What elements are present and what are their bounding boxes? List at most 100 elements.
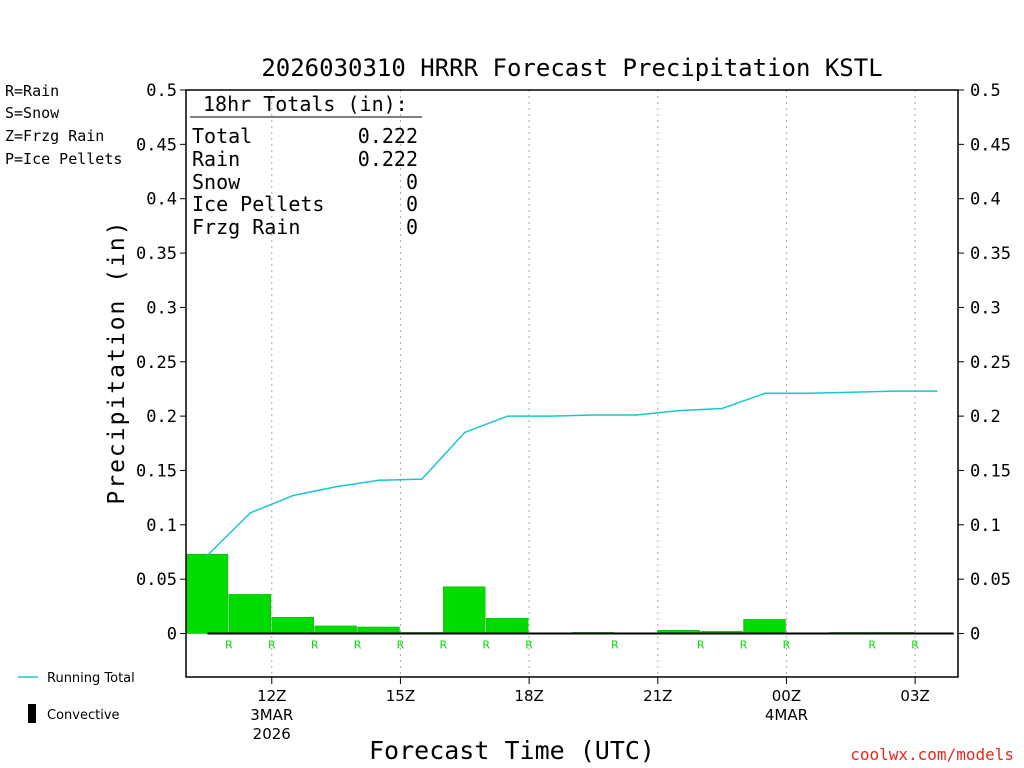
ptype-marker: R [740, 639, 748, 652]
precip-bar [228, 594, 272, 634]
x-tick-label: 12Z [257, 687, 286, 705]
ptype-marker: R [697, 639, 705, 652]
ptype-marker: R [611, 639, 619, 652]
x-tick-label: 00Z [772, 687, 801, 705]
legend-running-total-label: Running Total [47, 671, 135, 686]
y-tick-label-left: 0.45 [136, 135, 177, 155]
ptype-marker: R [868, 639, 876, 652]
legend-snow: S=Snow [5, 104, 60, 122]
legend-convective-label: Convective [47, 708, 120, 723]
y-tick-label-left: 0.15 [136, 461, 177, 481]
y-tick-label-left: 0.5 [146, 81, 177, 101]
y-tick-label-right: 0.35 [970, 244, 1011, 264]
running-total-point [849, 391, 852, 393]
line-layer [206, 390, 938, 557]
legend-ice-pellets: P=Ice Pellets [5, 150, 123, 168]
totals-label-total: Total [192, 124, 252, 148]
y-tick-label-right: 0 [970, 625, 980, 645]
totals-value-total: 0.222 [358, 124, 418, 148]
running-total-point [892, 390, 895, 392]
running-total-point [378, 479, 380, 482]
precip-bar [743, 619, 786, 634]
running-total-point [678, 409, 681, 412]
running-total-point [721, 407, 723, 410]
running-total-point [292, 494, 295, 497]
running-total-point [206, 554, 209, 557]
x-tick-label: 15Z [386, 687, 415, 705]
totals-value-snow: 0 [406, 170, 418, 194]
x-tick-label: 03Z [900, 687, 929, 705]
y-tick-label-right: 0.3 [970, 298, 1001, 318]
running-total-point [764, 392, 766, 395]
running-total-point [807, 392, 809, 395]
precip-bar [314, 625, 357, 634]
running-total-point [549, 415, 552, 417]
chart-title: 2026030310 HRRR Forecast Precipitation K… [261, 54, 882, 82]
totals-value-rain: 0.222 [358, 147, 418, 171]
plot-frame [185, 89, 959, 678]
legend-frzg-rain: Z=Frzg Rain [5, 127, 105, 145]
grid-layer [271, 90, 916, 677]
ptype-marker: R [783, 639, 791, 652]
totals-label-ice-pellets: Ice Pellets [192, 192, 324, 216]
ptype-marker: R [311, 639, 319, 652]
precip-bar [271, 616, 314, 634]
legend-convective-swatch [28, 704, 36, 723]
running-total-point [421, 478, 423, 480]
running-total-point [635, 414, 638, 416]
series-legend: Running Total Convective [18, 671, 135, 723]
y-tick-label-left: 0.4 [146, 190, 177, 210]
totals-label-snow: Snow [192, 170, 241, 194]
ptype-marker: R [525, 639, 533, 652]
y-tick-label-right: 0.2 [970, 407, 1001, 427]
ptype-marker: R [397, 639, 405, 652]
y-tick-label-right: 0.4 [970, 190, 1001, 210]
totals-label-rain: Rain [192, 147, 240, 171]
ptype-marker: R [354, 639, 362, 652]
y-tick-label-right: 0.5 [970, 81, 1001, 101]
site-credit: coolwx.com/models [850, 745, 1014, 764]
y-tick-label-left: 0.25 [136, 353, 177, 373]
x-tick-label: 18Z [514, 687, 543, 705]
x-tick-sublabel-year: 2026 [253, 725, 291, 743]
y-tick-label-left: 0.35 [136, 244, 177, 264]
x-tick-label: 21Z [643, 687, 672, 705]
totals-label-frzg-rain: Frzg Rain [192, 215, 300, 239]
x-axis-label: Forecast Time (UTC) [369, 736, 655, 765]
y-tick-label-right: 0.15 [970, 461, 1011, 481]
running-total-point [506, 415, 509, 417]
y-tick-label-right: 0.45 [970, 135, 1011, 155]
running-total-point [935, 390, 938, 392]
running-total-point [592, 414, 595, 416]
y-tick-label-left: 0.3 [146, 298, 177, 318]
x-tick-sublabel: 4MAR [765, 706, 808, 724]
totals-value-ice-pellets: 0 [406, 192, 418, 216]
precip-bar [485, 618, 529, 634]
totals-box: 18hr Totals (in): Total 0.222 Rain 0.222… [190, 92, 422, 239]
y-tick-label-right: 0.25 [970, 353, 1011, 373]
ptype-marker: R [225, 639, 233, 652]
precip-bar [185, 553, 229, 634]
y-axis-label: Precipitation (in) [104, 219, 130, 504]
running-total-point [249, 512, 252, 514]
running-total-line [206, 390, 937, 556]
x-tick-sublabel: 3MAR [250, 706, 293, 724]
legend-rain: R=Rain [5, 82, 60, 100]
y-tick-label-left: 0.05 [136, 570, 177, 590]
totals-value-frzg-rain: 0 [406, 215, 418, 239]
running-total-point [335, 485, 337, 488]
ptype-marker: R [482, 639, 490, 652]
y-tick-label-left: 0.1 [146, 516, 177, 536]
precip-bar [443, 586, 486, 634]
y-tick-label-left: 0.2 [146, 407, 177, 427]
ptype-marker: R [911, 639, 919, 652]
bars-layer [185, 553, 954, 635]
y-tick-label-right: 0.1 [970, 516, 1001, 536]
ptype-marker: R [268, 639, 276, 652]
running-total-point [463, 431, 466, 434]
totals-header: 18hr Totals (in): [203, 92, 408, 116]
y-tick-label-left: 0 [167, 625, 177, 645]
y-tick-label-right: 0.05 [970, 570, 1011, 590]
